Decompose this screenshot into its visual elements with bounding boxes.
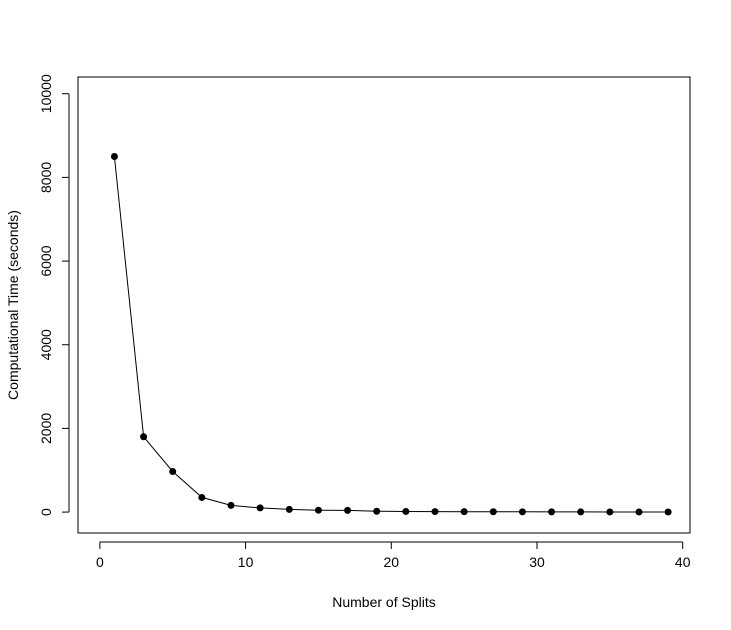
x-axis: 0 10 20 30 40 — [96, 541, 691, 570]
x-tick-label: 40 — [675, 554, 691, 570]
x-tick-label: 10 — [238, 554, 254, 570]
data-point — [169, 468, 177, 476]
y-tick-label: 0 — [38, 508, 54, 516]
y-tick-label: 6000 — [38, 245, 54, 276]
data-point — [577, 508, 585, 516]
data-point — [635, 508, 643, 516]
data-point — [198, 493, 206, 501]
data-point — [402, 507, 410, 515]
data-point — [431, 508, 439, 516]
y-tick-label: 2000 — [38, 413, 54, 444]
data-point — [344, 506, 352, 514]
y-axis-title: Computational Time (seconds) — [5, 210, 21, 400]
data-point — [314, 506, 322, 514]
x-tick-label: 30 — [529, 554, 545, 570]
data-point — [227, 501, 235, 509]
x-tick-label: 20 — [383, 554, 399, 570]
data-point — [373, 507, 381, 515]
data-point — [548, 508, 556, 516]
series-line — [113, 156, 669, 513]
series-layer — [110, 152, 672, 516]
data-point — [285, 505, 293, 513]
y-tick-label: 10000 — [38, 74, 54, 113]
x-tick-label: 0 — [96, 554, 104, 570]
data-point — [664, 508, 672, 516]
data-point — [606, 508, 614, 516]
x-axis-title: Number of Splits — [332, 594, 435, 610]
y-tick-label: 4000 — [38, 329, 54, 360]
data-point — [140, 433, 148, 441]
data-point — [110, 152, 118, 160]
data-point — [256, 504, 264, 512]
data-point — [518, 508, 526, 516]
y-axis: 0 2000 4000 6000 8000 10000 — [38, 74, 70, 516]
y-tick-label: 8000 — [38, 162, 54, 193]
plot-frame — [77, 76, 691, 534]
data-point — [489, 508, 497, 516]
data-point — [460, 508, 468, 516]
